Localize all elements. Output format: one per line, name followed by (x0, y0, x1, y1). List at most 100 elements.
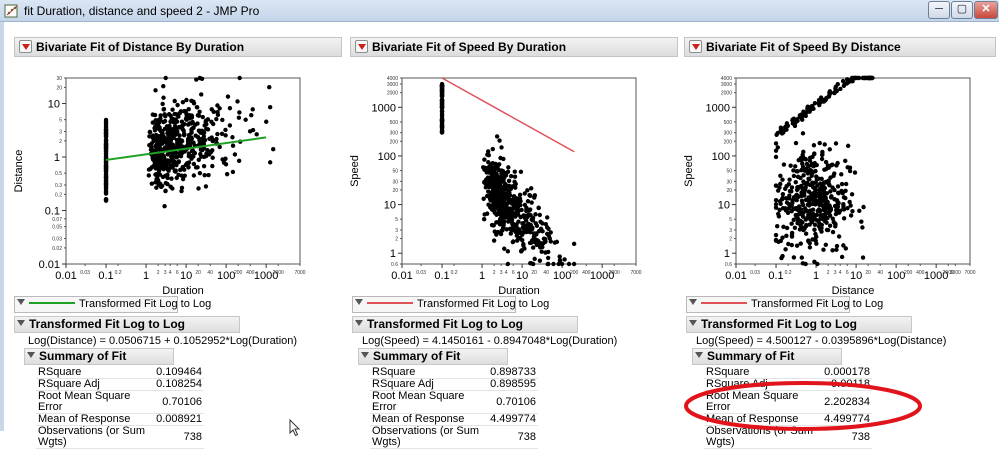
panel-header-speed-by-distance[interactable]: Bivariate Fit of Speed By Distance (684, 37, 996, 57)
data-point (103, 146, 109, 151)
disclosure-icon[interactable] (689, 320, 697, 326)
x-minor-tick-label: 0.03 (80, 270, 90, 276)
panel-header-speed-by-duration[interactable]: Bivariate Fit of Speed By Duration (350, 37, 678, 57)
data-point (159, 163, 164, 169)
data-point (165, 158, 171, 164)
data-point (210, 155, 215, 160)
y-minor-tick-label: 2 (729, 237, 732, 243)
summary-of-fit-header-2[interactable]: Summary of Fit (358, 348, 508, 365)
data-point (538, 219, 543, 225)
summary-of-fit-header-1[interactable]: Summary of Fit (24, 348, 174, 365)
data-point (556, 261, 561, 267)
disclosure-icon[interactable] (27, 352, 35, 358)
disclosure-icon[interactable] (695, 352, 703, 358)
data-point (159, 158, 164, 164)
summary-value: 0.70106 (148, 390, 204, 414)
x-minor-tick-label: 200 (570, 270, 579, 276)
minimize-button[interactable]: ─ (928, 1, 950, 19)
disclosure-icon[interactable] (361, 352, 369, 358)
maximize-button[interactable]: ▢ (951, 1, 973, 19)
data-point (483, 185, 489, 190)
y-tick-label: 1 (390, 248, 396, 260)
data-point (486, 160, 491, 165)
data-point (156, 142, 161, 148)
data-point (497, 138, 502, 143)
data-point (800, 161, 805, 166)
summary-value: 738 (148, 425, 204, 449)
x-tick-label: 1 (813, 270, 819, 282)
data-point (162, 203, 167, 209)
summary-title: Summary of Fit (707, 349, 795, 363)
summary-of-fit-header-3[interactable]: Summary of Fit (692, 348, 842, 365)
data-point (203, 184, 209, 189)
summary-label: Mean of Response (370, 413, 482, 426)
data-point (169, 176, 174, 181)
close-button[interactable]: ✕ (974, 1, 998, 19)
fit-menu-icon[interactable] (17, 299, 25, 305)
data-point (557, 254, 562, 259)
data-point (509, 207, 514, 212)
x-tick-label: 1000 (924, 270, 948, 282)
data-point (162, 135, 167, 140)
data-point (545, 255, 551, 261)
data-point (512, 174, 518, 179)
data-point (848, 203, 853, 208)
data-point (161, 107, 166, 112)
data-point (837, 208, 843, 214)
x-minor-tick-label: 400 (916, 270, 925, 276)
data-point (806, 195, 811, 200)
x-tick-label: 1000 (254, 270, 278, 282)
data-point (814, 174, 819, 179)
disclosure-icon[interactable] (355, 320, 363, 326)
data-point (178, 167, 183, 173)
x-tick-label: 1 (143, 270, 149, 282)
x-minor-tick-label: 2000 (943, 270, 954, 276)
data-point (497, 222, 503, 227)
data-point (787, 205, 792, 211)
fit-menu-icon[interactable] (689, 299, 697, 305)
data-point (168, 163, 173, 168)
fit-legend-1[interactable]: Transformed Fit Log to Log (14, 296, 211, 313)
data-point (810, 237, 815, 242)
red-triangle-menu-icon[interactable] (689, 40, 702, 53)
x-minor-tick-label: 0.03 (416, 270, 426, 276)
transformed-fit-header-1[interactable]: Transformed Fit Log to Log (14, 316, 240, 333)
fit-menu-icon[interactable] (355, 299, 363, 305)
data-point (541, 236, 547, 241)
data-point (162, 155, 167, 161)
y-minor-tick-label: 5 (729, 217, 732, 223)
data-point (826, 204, 831, 209)
data-point (783, 186, 788, 191)
panel-header-distance-by-duration[interactable]: Bivariate Fit of Distance By Duration (14, 37, 342, 57)
data-point (160, 131, 165, 137)
data-point (528, 186, 534, 191)
data-point (806, 189, 812, 194)
y-axis-label: Speed (683, 155, 695, 187)
transformed-fit-header-2[interactable]: Transformed Fit Log to Log (352, 316, 578, 333)
red-triangle-menu-icon[interactable] (19, 40, 32, 53)
data-point (536, 205, 541, 211)
fit-legend-3[interactable]: Transformed Fit Log to Log (686, 296, 883, 313)
data-point (199, 154, 204, 159)
data-point (488, 180, 494, 185)
y-tick-label: 10 (48, 99, 60, 111)
red-annotation-ellipse (684, 381, 922, 431)
data-point (784, 233, 789, 239)
fit-legend-2[interactable]: Transformed Fit Log to Log (352, 296, 549, 313)
red-triangle-menu-icon[interactable] (355, 40, 368, 53)
transformed-fit-header-3[interactable]: Transformed Fit Log to Log (686, 316, 912, 333)
data-point (501, 185, 506, 190)
x-minor-tick-label: 0.2 (451, 270, 458, 276)
disclosure-icon[interactable] (17, 320, 25, 326)
x-minor-tick-label: 0.2 (785, 270, 792, 276)
data-point (778, 127, 784, 132)
data-point (493, 164, 499, 170)
data-point (175, 129, 180, 134)
data-point (512, 169, 518, 174)
data-point (236, 158, 242, 164)
data-point (510, 239, 516, 245)
summary-label: Root Mean Square Error (36, 390, 148, 414)
data-point (855, 75, 860, 81)
data-point (206, 172, 211, 178)
